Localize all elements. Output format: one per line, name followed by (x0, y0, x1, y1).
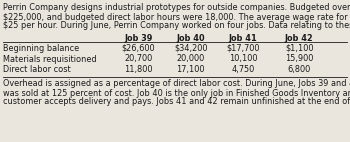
Text: 10,100: 10,100 (229, 55, 258, 63)
Text: Beginning balance: Beginning balance (3, 44, 79, 53)
Text: 17,100: 17,100 (176, 65, 205, 74)
Text: Job 39: Job 39 (124, 34, 153, 43)
Text: Perrin Company designs industrial prototypes for outside companies. Budgeted ove: Perrin Company designs industrial protot… (3, 4, 350, 12)
Text: $34,200: $34,200 (174, 44, 208, 53)
Text: 11,800: 11,800 (124, 65, 153, 74)
Text: Materials requisitioned: Materials requisitioned (3, 55, 96, 63)
Text: $25 per hour. During June, Perrin Company worked on four jobs. Data relating to : $25 per hour. During June, Perrin Compan… (3, 21, 350, 31)
Text: $225,000, and budgeted direct labor hours were 18,000. The average wage rate for: $225,000, and budgeted direct labor hour… (3, 12, 350, 21)
Text: Job 42: Job 42 (285, 34, 314, 43)
Text: was sold at 125 percent of cost. Job 40 is the only job in Finished Goods Invent: was sold at 125 percent of cost. Job 40 … (3, 88, 350, 98)
Text: 20,000: 20,000 (177, 55, 205, 63)
Text: customer accepts delivery and pays. Jobs 41 and 42 remain unfinished at the end : customer accepts delivery and pays. Jobs… (3, 98, 350, 106)
Text: Job 41: Job 41 (229, 34, 258, 43)
Text: Overhead is assigned as a percentage of direct labor cost. During June, Jobs 39 : Overhead is assigned as a percentage of … (3, 80, 350, 88)
Text: $26,600: $26,600 (121, 44, 155, 53)
Text: 20,700: 20,700 (124, 55, 152, 63)
Text: 6,800: 6,800 (288, 65, 311, 74)
Text: Job 40: Job 40 (176, 34, 205, 43)
Text: Direct labor cost: Direct labor cost (3, 65, 71, 74)
Text: $17,700: $17,700 (226, 44, 260, 53)
Text: $1,100: $1,100 (285, 44, 314, 53)
Text: 15,900: 15,900 (285, 55, 314, 63)
Text: 4,750: 4,750 (232, 65, 255, 74)
